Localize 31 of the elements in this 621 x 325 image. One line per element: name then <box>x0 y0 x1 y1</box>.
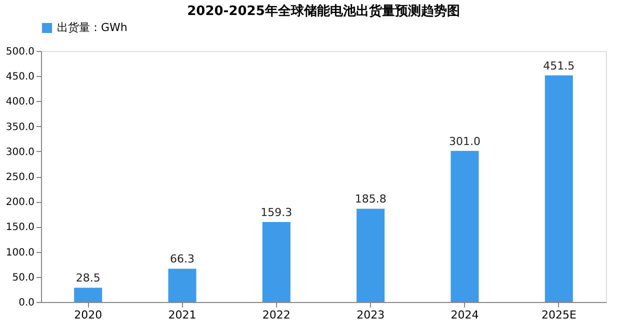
y-tick-label: 0.0 <box>18 298 34 308</box>
y-tick-label: 400.0 <box>6 96 34 108</box>
data-label: 451.5 <box>543 59 575 72</box>
bar <box>168 268 196 302</box>
data-label: 66.3 <box>170 252 194 266</box>
y-tick-label: 50.0 <box>12 272 34 284</box>
x-tick-label: 2023 <box>356 308 385 322</box>
y-tick-label: 450.0 <box>6 72 34 83</box>
bar <box>262 222 290 302</box>
y-tick-label: 350.0 <box>6 122 34 133</box>
y-tick-label: 500.0 <box>6 46 34 58</box>
legend-label: 出货量：GWh <box>57 21 128 34</box>
data-label: 185.8 <box>354 192 386 206</box>
data-label: 159.3 <box>260 206 292 220</box>
bar <box>356 208 385 302</box>
x-tick-label: 2021 <box>168 308 196 322</box>
bar <box>544 75 573 302</box>
x-tick-label: 2024 <box>450 308 479 322</box>
y-tick-label: 300.0 <box>6 146 34 158</box>
y-tick-label: 250.0 <box>6 172 34 183</box>
chart-title: 2020-2025年全球储能电池出货量预测趋势图 <box>187 3 460 19</box>
data-label: 28.5 <box>76 272 100 285</box>
bar <box>74 288 102 302</box>
x-tick-label: 2022 <box>262 308 290 322</box>
x-tick-label: 2020 <box>74 308 102 322</box>
x-tick-label: 2025E <box>541 308 576 322</box>
y-tick-label: 200.0 <box>6 197 34 208</box>
y-tick-label: 150.0 <box>6 222 34 234</box>
y-tick-label: 100.0 <box>6 247 34 258</box>
bar <box>450 150 479 302</box>
data-label: 301.0 <box>449 134 480 148</box>
